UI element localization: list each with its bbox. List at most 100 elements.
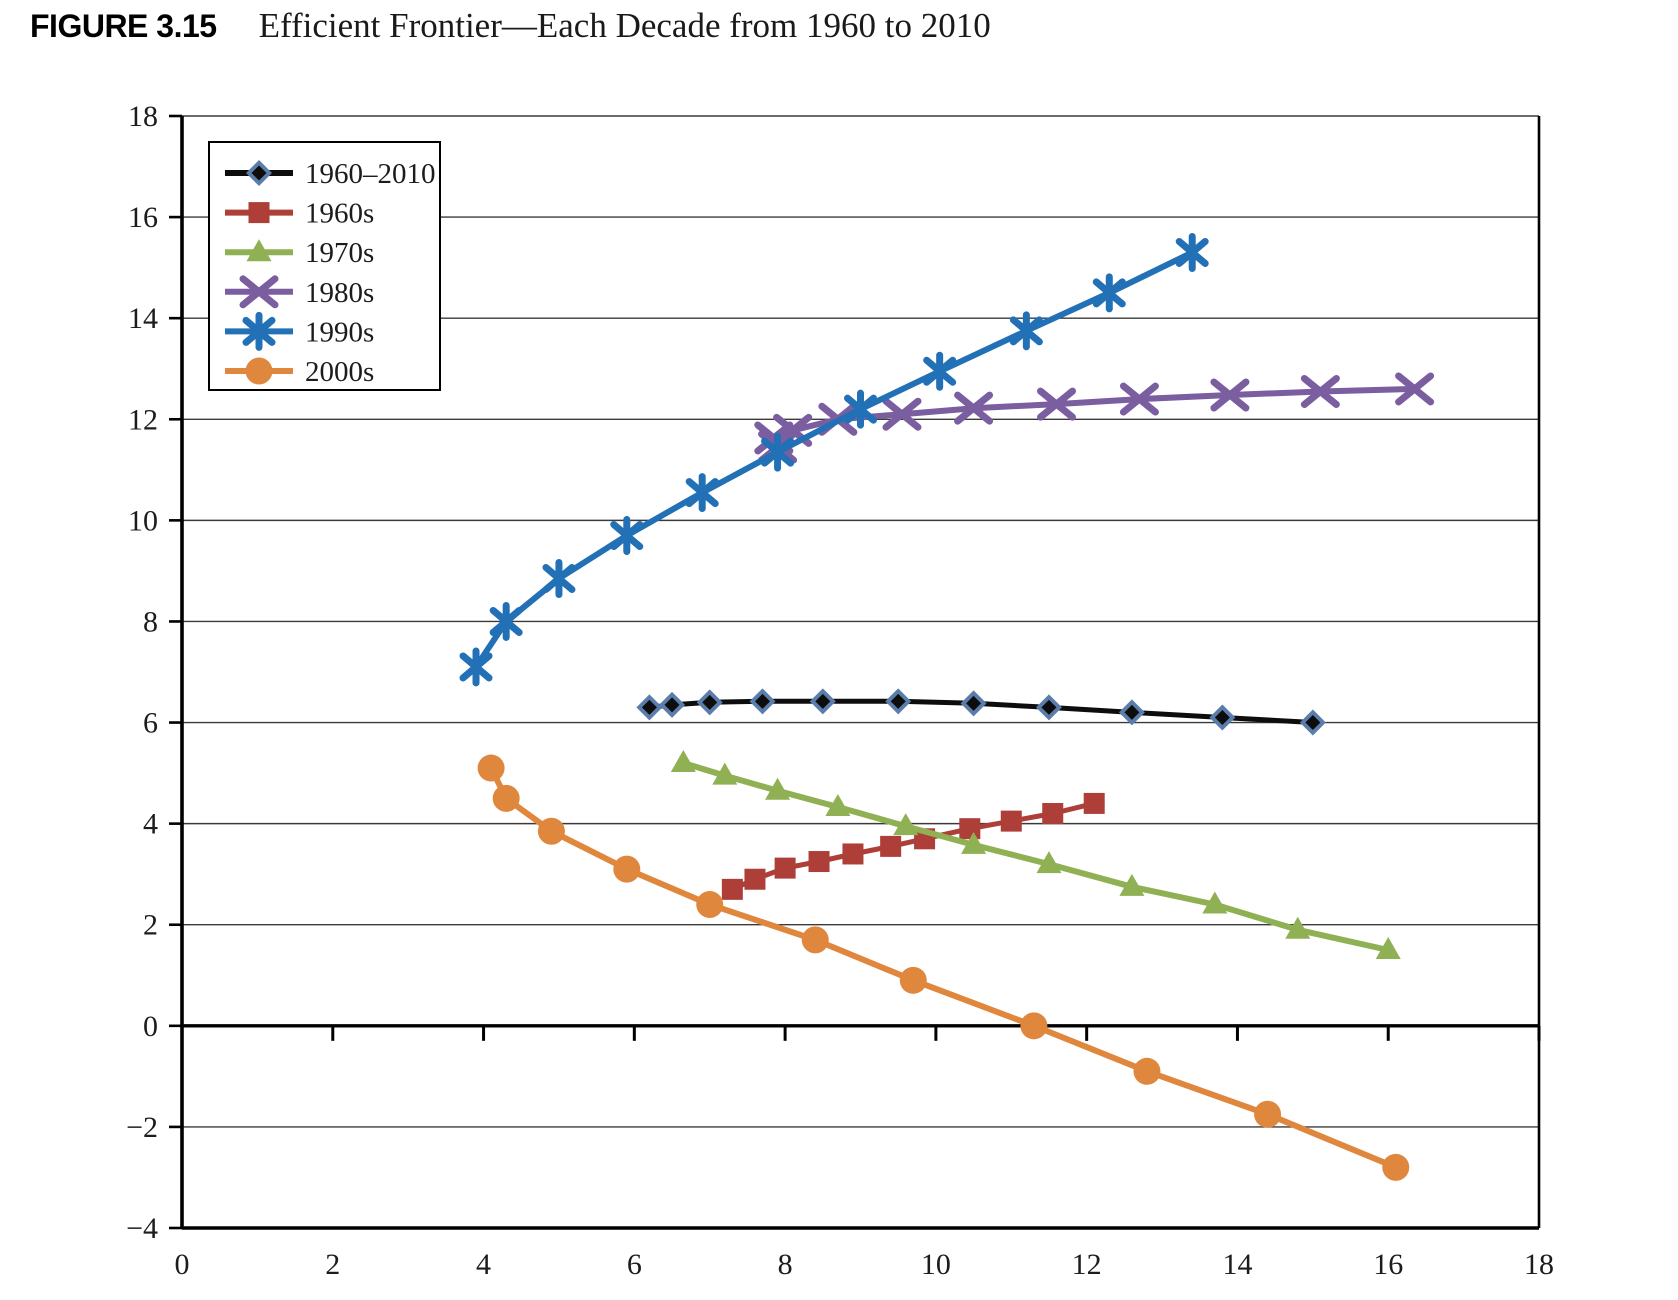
- triangle-marker: [961, 831, 987, 854]
- legend-label-2000s: 2000s: [305, 356, 374, 388]
- y-axis-tick-label: 8: [143, 605, 158, 638]
- circle-marker: [1133, 1057, 1161, 1085]
- triangle-marker: [1036, 851, 1062, 874]
- diamond-marker-core: [251, 165, 267, 181]
- diamond-marker-core: [664, 697, 680, 713]
- triangle-marker: [1202, 891, 1228, 914]
- figure-header: FIGURE 3.15 Efficient Frontier—Each Decad…: [30, 6, 991, 46]
- x-marker: [239, 275, 279, 309]
- x-axis-tick-label: 2: [325, 1248, 340, 1281]
- y-axis-tick-label: 14: [128, 302, 158, 335]
- y-axis-tick-label: 10: [128, 504, 158, 537]
- y-axis-tick-label: −2: [126, 1111, 158, 1144]
- y-axis-tick-label: 16: [128, 201, 158, 234]
- square-marker: [1042, 803, 1064, 825]
- triangle-marker: [670, 749, 696, 772]
- asterisk-marker: [242, 311, 276, 351]
- asterisk-marker: [1009, 311, 1043, 351]
- legend-box: [208, 141, 441, 391]
- square-marker: [842, 843, 864, 865]
- series-line-1990s: [473, 249, 1196, 670]
- series-1960s: [721, 792, 1105, 900]
- series-1970s: [670, 749, 1401, 959]
- square-marker: [774, 857, 796, 879]
- x-marker: [882, 397, 922, 431]
- asterisk-marker: [1092, 273, 1126, 313]
- asterisk-marker: [489, 601, 523, 641]
- square-marker: [1083, 792, 1105, 814]
- triangle-marker: [712, 762, 738, 785]
- diamond-marker-core: [890, 693, 906, 709]
- legend-item-1990s: 1990s: [225, 311, 374, 351]
- y-axis-tick-label: −4: [126, 1212, 158, 1245]
- x-axis-tick-label: 10: [921, 1248, 951, 1281]
- x-axis-tick-label: 16: [1373, 1248, 1403, 1281]
- circle-marker: [613, 855, 641, 883]
- series-1960–2010: [636, 688, 1326, 736]
- circle-marker: [492, 784, 520, 812]
- legend-label-1980s: 1980s: [305, 277, 374, 309]
- asterisk-marker: [761, 432, 795, 472]
- legend-label-1960s: 1960s: [305, 198, 374, 230]
- asterisk-marker: [542, 558, 576, 598]
- diamond-marker-core: [815, 693, 831, 709]
- y-axis-tick-label: 4: [143, 808, 158, 841]
- legend-label-1990s: 1990s: [305, 316, 374, 348]
- legend-item-1970s: 1970s: [225, 237, 374, 269]
- x-marker: [1037, 387, 1077, 421]
- asterisk-marker: [610, 516, 644, 556]
- legend: 1960–2010 1960s 1970s 1980s 1990s 2000s: [208, 141, 441, 391]
- x-axis-tick-label: 14: [1222, 1248, 1252, 1281]
- diamond-marker-core: [1124, 704, 1140, 720]
- legend-item-1960s: 1960s: [225, 198, 374, 230]
- circle-marker: [1382, 1153, 1410, 1181]
- y-axis-tick-label: 0: [143, 1010, 158, 1043]
- square-marker: [1000, 810, 1022, 832]
- square-marker: [808, 851, 830, 873]
- figure-title: Efficient Frontier—Each Decade from 1960…: [258, 6, 991, 45]
- circle-marker: [477, 754, 505, 782]
- x-axis-tick-label: 4: [476, 1248, 491, 1281]
- series-1990s: [459, 232, 1209, 687]
- triangle-marker: [1375, 937, 1401, 959]
- y-axis-tick-label: 18: [128, 100, 158, 133]
- y-axis-tick-label: 12: [128, 403, 158, 436]
- x-axis-tick-label: 0: [175, 1248, 190, 1281]
- square-marker: [248, 202, 270, 224]
- x-marker: [1210, 378, 1250, 412]
- legend-item-1960–2010: 1960–2010: [225, 158, 436, 190]
- diamond-marker-core: [1041, 699, 1057, 715]
- x-axis-tick-label: 8: [778, 1248, 793, 1281]
- square-marker: [744, 868, 766, 890]
- diamond-marker-core: [1305, 715, 1321, 731]
- x-marker: [1300, 374, 1340, 408]
- y-axis-tick-label: 2: [143, 909, 158, 942]
- diamond-marker-core: [966, 695, 982, 711]
- triangle-marker: [246, 239, 272, 262]
- x-axis-tick-label: 6: [627, 1248, 642, 1281]
- x-marker: [1119, 382, 1159, 416]
- x-marker: [954, 391, 994, 425]
- circle-marker: [245, 357, 273, 385]
- y-axis-tick-label: 6: [143, 707, 158, 740]
- circle-marker: [1020, 1012, 1048, 1040]
- triangle-marker: [765, 777, 791, 800]
- triangle-marker: [825, 793, 851, 816]
- triangle-marker: [893, 813, 919, 836]
- legend-label-1970s: 1970s: [305, 237, 374, 269]
- square-marker: [880, 835, 902, 857]
- triangle-marker: [1285, 916, 1311, 939]
- asterisk-marker: [923, 351, 957, 391]
- circle-marker: [537, 817, 565, 845]
- x-axis-tick-label: 12: [1072, 1248, 1102, 1281]
- circle-marker: [696, 891, 724, 919]
- triangle-marker: [1119, 873, 1145, 896]
- diamond-marker-core: [641, 699, 657, 715]
- legend-item-1980s: 1980s: [225, 275, 374, 309]
- circle-marker: [899, 966, 927, 994]
- series-2000s: [477, 754, 1410, 1181]
- diamond-marker-core: [702, 694, 718, 710]
- circle-marker: [1254, 1100, 1282, 1128]
- square-marker: [721, 878, 743, 900]
